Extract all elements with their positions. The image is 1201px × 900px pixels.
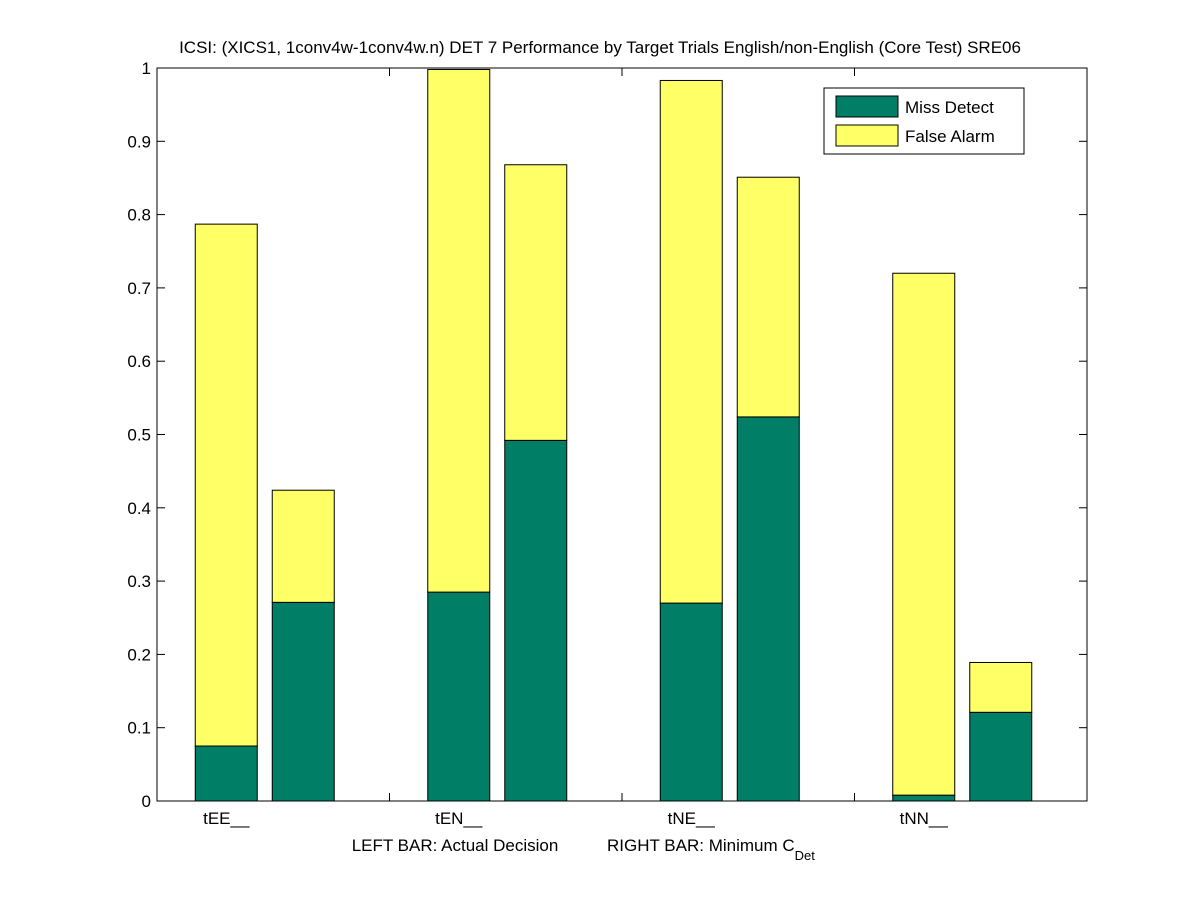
bar-false-alarm <box>427 68 491 593</box>
y-tick-label: 0.1 <box>127 719 151 738</box>
x-axis-label-left: LEFT BAR: Actual Decision <box>352 836 559 855</box>
bar-miss-detect <box>736 416 800 802</box>
x-axis: tEE__ tEN__ tNE__ tNN__ <box>203 68 948 828</box>
bar-false-alarm <box>892 272 956 796</box>
legend-swatch <box>835 95 899 118</box>
x-tick-label: tEE__ <box>203 809 250 828</box>
y-tick-label: 0.8 <box>127 206 151 225</box>
y-tick-label: 0.6 <box>127 352 151 371</box>
bar-false-alarm <box>659 79 723 604</box>
chart-title: ICSI: (XICS1, 1conv4w-1conv4w.n) DET 7 P… <box>179 38 1021 57</box>
y-tick-label: 0.7 <box>127 279 151 298</box>
bar-miss-detect <box>504 439 568 802</box>
y-tick-label: 0.5 <box>127 426 151 445</box>
x-axis-label-right-subscript: Det <box>795 848 816 863</box>
y-tick-label: 0.9 <box>127 132 151 151</box>
legend-label: Miss Detect <box>905 98 994 117</box>
legend-swatch <box>835 124 899 147</box>
bar-false-alarm <box>969 661 1033 713</box>
bar-miss-detect <box>194 745 258 802</box>
y-tick-label: 0.3 <box>127 572 151 591</box>
y-tick-label: 0.4 <box>127 499 151 518</box>
y-tick-label: 1 <box>142 59 151 78</box>
y-tick-label: 0.2 <box>127 645 151 664</box>
plot-area <box>156 67 1088 802</box>
x-tick-label: tNN__ <box>900 809 949 828</box>
x-axis-label-right-main: RIGHT BAR: Minimum C <box>607 836 795 855</box>
bar-false-alarm <box>194 223 258 747</box>
bar-false-alarm <box>736 176 800 418</box>
bar-miss-detect <box>271 601 335 802</box>
bar-miss-detect <box>427 591 491 802</box>
legend: Miss Detect False Alarm <box>823 87 1025 155</box>
x-axis-label-right: RIGHT BAR: Minimum CDet <box>607 836 815 863</box>
bar-miss-detect <box>969 711 1033 802</box>
y-tick-label: 0 <box>142 792 151 811</box>
legend-label: False Alarm <box>905 127 995 146</box>
bar-false-alarm <box>271 489 335 603</box>
bar-false-alarm <box>504 164 568 441</box>
y-axis: 0 0.1 0.2 0.3 0.4 0.5 0.6 0.7 0.8 0.9 1 <box>127 59 1087 811</box>
bar-miss-detect <box>892 794 956 802</box>
x-tick-label: tNE__ <box>668 809 716 828</box>
bar-miss-detect <box>659 602 723 802</box>
x-tick-label: tEN__ <box>435 809 483 828</box>
